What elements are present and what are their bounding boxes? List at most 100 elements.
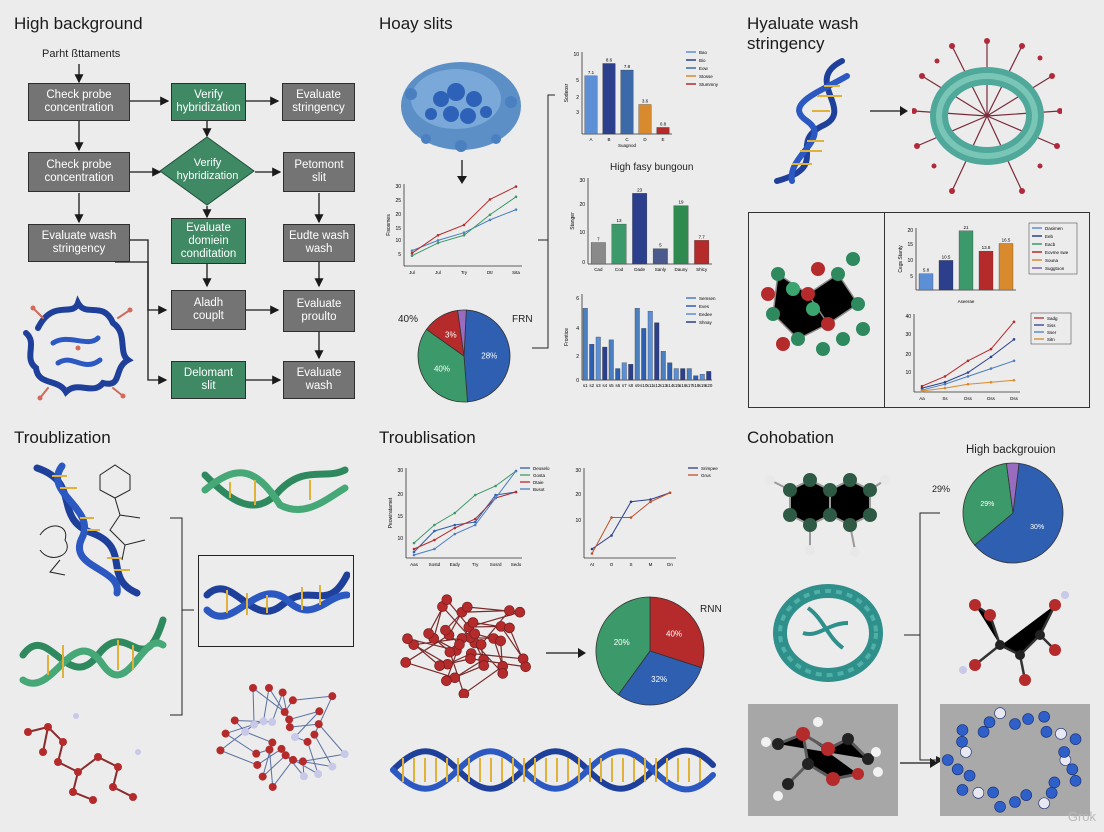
line-chart-troublisation-left: Peowiratamet 30 20 15 10 Aas Sostd Eady Try Sosrd… [388,466,550,567]
flow-box-check-probe-2[interactable]: Check probe concentration [28,152,130,192]
right-arrow-connector [870,106,908,116]
bond [252,687,255,725]
flow-box-evaluate-stringency[interactable]: Evaluate stringency [282,83,355,121]
atom [983,716,996,728]
atom [994,800,1006,813]
pie-slice [417,328,468,403]
series-point [514,490,518,494]
bar [998,243,1014,291]
series-point [433,529,436,533]
y-axis-label: Fisosmes [386,214,392,236]
bar [647,311,653,381]
pie-slice-label: 32% [651,675,667,684]
atom [454,639,465,650]
flow-box-delomant-slit[interactable]: Delomant slit [171,361,246,399]
legend-label: Stummny [699,82,719,87]
bar [634,308,640,381]
bar [621,362,627,381]
x-tick-label: Dn [667,562,673,567]
series-point [462,223,466,227]
x-tick-label: s12 [653,383,661,388]
flow-box-evaluate-wash[interactable]: Evaluate wash [283,361,355,399]
down-arrow-connector [457,160,467,184]
y-tick-label: 25 [395,198,401,204]
atom [249,683,258,692]
atom [400,657,412,668]
molecular-structure-sketch [39,464,146,576]
x-tick-label: Sanly [655,267,667,272]
panel-title-troublization: Troublization [14,428,111,447]
bar-value-label: 8.6 [606,57,613,62]
x-tick-label: Dss [964,396,972,401]
atom [821,317,835,331]
flow-box-evaluate-domiein[interactable]: Evaluate domiein conditation [171,218,246,264]
x-tick-label: s4 [602,383,607,388]
atom [951,763,964,776]
flow-box-eudte-wash[interactable]: Eudte wash wash [283,224,355,262]
bond [256,748,282,766]
flow-box-petomont-slit[interactable]: Petomont slit [283,152,355,192]
flow-box-verify-hybridization-1[interactable]: Verify hybridization [171,83,246,121]
series-point [453,532,457,536]
y-tick-label: 10 [905,370,911,376]
series-point [410,254,414,258]
legend-label: Busot [533,487,545,492]
flow-box-evaluate-proulto[interactable]: Evaluate proulto [283,290,355,332]
atom [1045,787,1058,799]
x-tick-label: s9 [635,383,640,388]
bar-value-label: 7.8 [624,64,631,69]
legend-label: Eacb [1045,242,1056,247]
atom [280,708,289,717]
series-point [410,249,414,252]
pie-slice [595,596,651,696]
x-tick-label: Try [461,270,468,275]
pie-slice [617,650,702,706]
legend-label: Semsen [699,296,716,301]
flow-diamond-label[interactable]: Verify hybridization [176,157,239,182]
atom [514,606,526,618]
pie-chart-cohobation: 30% 29% [962,462,1064,564]
pie-slice-label: 30% [1030,524,1044,531]
y-tick-label: 10 [907,258,913,264]
line-chart-hyaluate: 40 30 20 10 Aa Ss Dss Dss Dss Sadg Siss Sser Sitn [905,312,1072,401]
atom [1069,733,1082,745]
x-tick-label: s14 [666,383,674,388]
y-tick-label: 6 [576,296,579,302]
atom [504,605,515,616]
series-point [989,347,993,351]
atom [1009,718,1021,730]
high-bg-pie-title: High backgrouion [966,444,1056,456]
gray-box-molecule [761,717,883,801]
bar [938,260,954,291]
bar [608,339,614,381]
series-line [413,491,517,553]
pie-slice-label: 20% [614,638,630,647]
series-point [610,516,613,519]
atom [972,787,985,799]
atom [942,754,954,766]
series-point [462,231,466,234]
atom [1038,710,1050,723]
flow-box-evaluate-wash-stringency[interactable]: Evaluate wash stringency [28,224,130,262]
bar [589,344,595,381]
series-point [1012,338,1016,341]
x-tick-label: Dauny [674,267,688,272]
flow-box-aladh-couplt[interactable]: Aladh couplt [171,290,246,330]
flow-box-check-probe-1[interactable]: Check probe concentration [28,83,130,121]
atom [1058,746,1070,758]
atom [444,646,456,658]
legend-label: Sadg [1047,316,1058,321]
legend-label: Eow [699,66,709,71]
bar [602,63,616,135]
bond [463,665,504,695]
atom [291,733,299,741]
y-axis-label: Sodeosr [564,83,570,102]
legend-label: Bao [699,50,708,55]
atom [467,617,479,628]
pie-slice [1006,462,1020,514]
atom [216,746,225,755]
bar-chart-middle: Stanger 30 20 10 0 7 Cad 13 Cod 23 Dade 5 Sanly 19 Dau… [570,178,712,272]
series-point [462,233,466,237]
bar [641,328,647,381]
series-point [514,469,518,473]
